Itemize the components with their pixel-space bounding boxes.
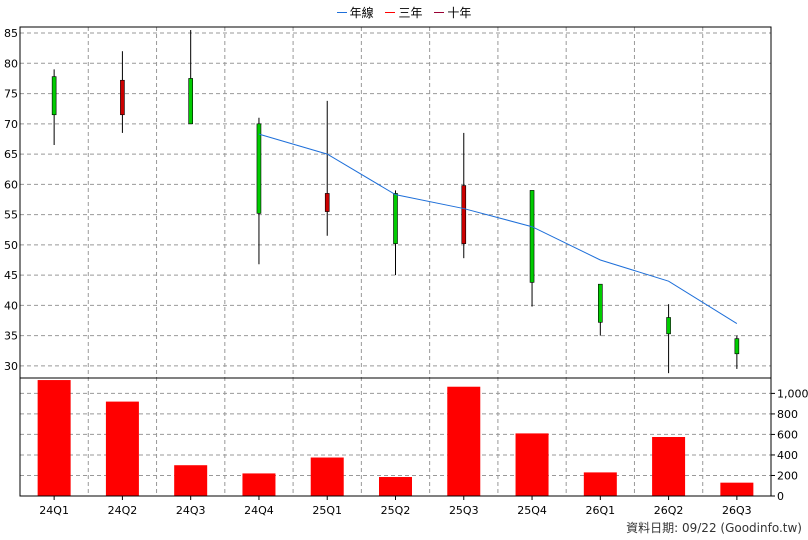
volume-bar [447, 386, 481, 496]
legend-swatch-ten-year [434, 12, 445, 13]
chart-legend: 年線 三年 十年 [0, 4, 808, 21]
price-tick-label: 75 [4, 88, 18, 101]
volume-tick-label: 600 [777, 428, 798, 441]
x-tick-label: 26Q3 [722, 504, 752, 517]
source-label: 資料日期: 09/22 (Goodinfo.tw) [626, 521, 802, 535]
volume-bar [105, 401, 139, 496]
x-tick-label: 25Q3 [449, 504, 479, 517]
volume-tick-label: 200 [777, 469, 798, 482]
x-tick-label: 26Q2 [654, 504, 684, 517]
volume-bar [720, 482, 754, 496]
volume-tick-label: 800 [777, 408, 798, 421]
x-tick-label: 26Q1 [585, 504, 615, 517]
price-tick-label: 80 [4, 57, 18, 70]
legend-label-three-year: 三年 [398, 6, 423, 20]
volume-tick-label: 0 [777, 490, 784, 503]
candle-body [666, 317, 671, 335]
legend-swatch-three-year [385, 12, 396, 13]
volume-bar [242, 473, 276, 496]
legend-item-three-year: 三年 [385, 4, 423, 21]
price-tick-label: 60 [4, 178, 18, 191]
volume-panel: 0 200 400 600 800 1,000 [19, 377, 808, 503]
legend-label-annual: 年線 [349, 6, 374, 20]
candle-body [461, 185, 467, 244]
candle-body [51, 76, 57, 116]
volume-tick-label: 1,000 [777, 387, 808, 400]
price-tick-label: 85 [4, 27, 18, 40]
price-tick-label: 55 [4, 209, 18, 222]
legend-item-ten-year: 十年 [434, 4, 471, 21]
price-tick-label: 30 [4, 360, 18, 373]
volume-bar [379, 477, 412, 496]
candle-body [598, 283, 603, 323]
candle-body [256, 123, 262, 214]
x-tick-label: 24Q4 [244, 504, 274, 517]
volume-bar [37, 380, 71, 496]
legend-item-annual: 年線 [336, 4, 374, 21]
legend-swatch-annual [336, 12, 347, 13]
annual-line-series [258, 133, 738, 324]
price-tick-label: 45 [4, 269, 18, 282]
x-tick-label: 25Q4 [517, 504, 547, 517]
volume-tick-label: 400 [777, 449, 798, 462]
candle-body [188, 78, 193, 125]
x-tick-label: 25Q2 [381, 504, 411, 517]
price-tick-label: 70 [4, 118, 18, 131]
price-tick-label: 40 [4, 299, 18, 312]
price-tick-label: 65 [4, 148, 18, 161]
x-tick-label: 25Q1 [312, 504, 342, 517]
price-panel: 30 35 40 45 50 55 60 65 70 75 80 85 [4, 26, 772, 496]
volume-bar [174, 465, 208, 496]
volume-bar [652, 437, 686, 496]
candle-body [393, 193, 398, 244]
x-axis: 24Q1 24Q2 24Q3 24Q4 25Q1 25Q2 25Q3 25Q4 26Q1 26Q2… [39, 496, 752, 517]
x-tick-label: 24Q2 [108, 504, 138, 517]
volume-bar [515, 433, 549, 496]
x-tick-label: 24Q1 [39, 504, 69, 517]
price-tick-label: 50 [4, 239, 18, 252]
candle-body [324, 193, 330, 212]
x-tick-label: 24Q3 [176, 504, 206, 517]
candle-body [529, 190, 535, 283]
legend-label-ten-year: 十年 [447, 6, 472, 20]
candle-body [734, 338, 740, 355]
volume-bar [583, 472, 617, 496]
volume-bar [310, 457, 344, 496]
candle-body [120, 79, 125, 116]
price-tick-label: 35 [4, 330, 18, 343]
